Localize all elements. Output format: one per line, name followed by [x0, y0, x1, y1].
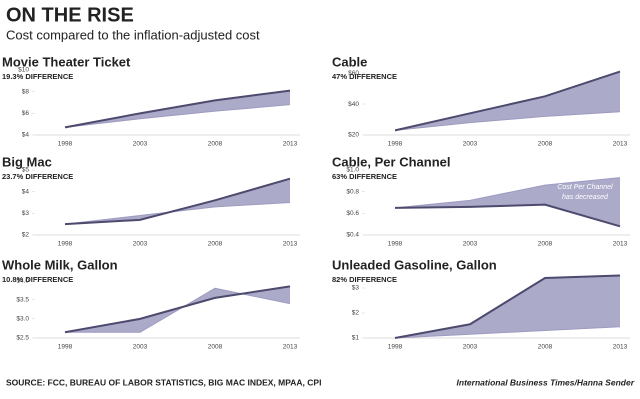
y-tick-label: $10	[18, 67, 29, 74]
x-tick-label: 1998	[388, 141, 403, 148]
panel-title: Cable, Per Channel	[332, 154, 450, 169]
x-tick-label: 2008	[538, 241, 553, 248]
panel-title: Movie Theater Ticket	[2, 54, 131, 69]
cost-line	[64, 285, 291, 334]
cost-line	[394, 274, 621, 339]
y-tick-label: $5	[22, 167, 30, 174]
y-tick-label: $3.0	[16, 316, 29, 323]
x-tick-label: 2013	[283, 141, 298, 148]
x-tick-label: 1998	[58, 241, 73, 248]
panel-subtitle: 63% DIFFERENCE	[332, 172, 397, 181]
x-tick-label: 2013	[613, 141, 628, 148]
panel-subtitle: 19.3% DIFFERENCE	[2, 72, 73, 81]
cost-line	[394, 203, 621, 228]
y-tick-label: $4	[22, 132, 30, 139]
x-tick-label: 2008	[538, 141, 553, 148]
panel-title: Unleaded Gasoline, Gallon	[332, 257, 497, 272]
x-tick-label: 2003	[133, 241, 148, 248]
adjusted-line	[64, 202, 291, 225]
difference-area	[395, 177, 620, 227]
cost-line	[64, 177, 291, 226]
x-tick-label: 1998	[58, 344, 73, 351]
page-subtitle: Cost compared to the inflation-adjusted …	[6, 27, 260, 42]
x-tick-label: 2003	[133, 344, 148, 351]
y-tick-label: $8	[22, 88, 30, 95]
x-tick-label: 2008	[208, 241, 223, 248]
panel-subtitle: 47% DIFFERENCE	[332, 72, 397, 81]
x-tick-label: 2013	[283, 344, 298, 351]
x-tick-label: 1998	[58, 141, 73, 148]
annotation: has decreased	[562, 194, 609, 201]
panel-title: Big Mac	[2, 154, 52, 169]
y-tick-label: $60	[348, 70, 359, 77]
adjusted-line	[65, 287, 291, 333]
y-tick-label: $6	[22, 110, 30, 117]
x-tick-label: 2003	[463, 241, 478, 248]
y-tick-label: $0.4	[346, 232, 359, 239]
difference-area	[395, 71, 620, 131]
x-tick-label: 2003	[463, 141, 478, 148]
x-tick-label: 1998	[388, 241, 403, 248]
y-tick-label: $2	[22, 232, 30, 239]
x-tick-label: 2013	[613, 344, 628, 351]
x-tick-label: 2003	[463, 344, 478, 351]
cost-line	[64, 89, 291, 129]
y-tick-label: $3	[22, 210, 30, 217]
adjusted-line	[394, 111, 621, 131]
x-tick-label: 2003	[133, 141, 148, 148]
adjusted-line	[394, 326, 621, 339]
y-tick-label: $3.5	[16, 296, 29, 303]
panel-title: Whole Milk, Gallon	[2, 257, 118, 272]
y-tick-label: $3	[352, 285, 360, 292]
cost-line	[394, 70, 621, 132]
credit: International Business Times/Hanna Sende…	[457, 377, 635, 387]
x-tick-label: 2008	[208, 141, 223, 148]
x-tick-label: 2013	[283, 241, 298, 248]
y-tick-label: $1	[352, 335, 360, 342]
page-title: ON THE RISE	[6, 4, 134, 26]
panel-subtitle: 23.7% DIFFERENCE	[2, 172, 73, 181]
annotation: Cost Per Channel	[557, 184, 613, 191]
y-tick-label: $0.8	[346, 188, 359, 195]
difference-area	[65, 178, 290, 225]
y-tick-label: $4	[22, 188, 30, 195]
adjusted-line	[64, 104, 291, 128]
difference-area	[395, 275, 620, 338]
x-tick-label: 2008	[208, 344, 223, 351]
y-tick-label: $4.0	[16, 277, 29, 284]
panel-subtitle: 10.8% DIFFERENCE	[2, 275, 73, 284]
y-tick-label: $2.5	[16, 335, 29, 342]
y-tick-label: $40	[348, 101, 359, 108]
y-tick-label: $1.0	[346, 167, 359, 174]
x-tick-label: 2013	[613, 241, 628, 248]
source: SOURCE: FCC, BUREAU OF LABOR STATISTICS,…	[6, 377, 321, 387]
x-tick-label: 1998	[388, 344, 403, 351]
y-tick-label: $20	[348, 132, 359, 139]
panel-title: Cable	[332, 54, 367, 69]
adjusted-line	[394, 177, 621, 209]
y-tick-label: $0.6	[346, 210, 359, 217]
difference-area	[65, 90, 290, 128]
panel-subtitle: 82% DIFFERENCE	[332, 275, 397, 284]
x-tick-label: 2008	[538, 344, 553, 351]
y-tick-label: $2	[352, 310, 360, 317]
